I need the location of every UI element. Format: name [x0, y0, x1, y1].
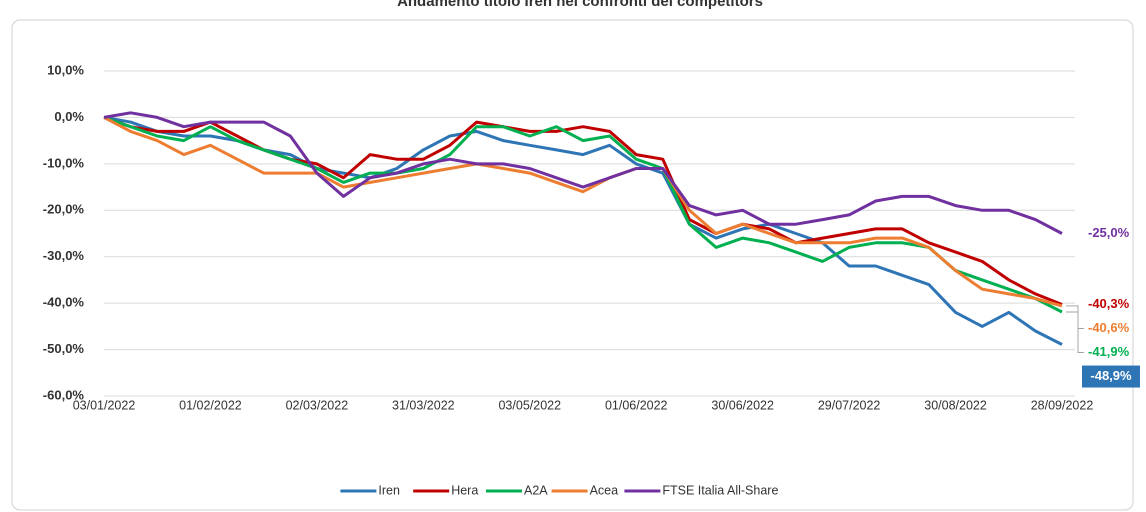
- chart-title: Andamento titolo Iren nei confronti dei …: [397, 0, 763, 10]
- legend-label: FTSE Italia All-Share: [662, 483, 778, 497]
- x-tick-label: 03/01/2022: [73, 398, 136, 412]
- y-tick-label: -40,0%: [43, 295, 85, 310]
- series-line: [103, 116, 1063, 308]
- leader-line: [1066, 311, 1084, 354]
- series-line: [103, 115, 1063, 314]
- y-tick-label: 0,0%: [54, 109, 84, 124]
- x-tick-label: 01/02/2022: [179, 398, 242, 412]
- y-tick-label: -50,0%: [43, 341, 85, 356]
- legend-label: A2A: [524, 483, 548, 497]
- legend-label: Acea: [590, 483, 619, 497]
- end-label: -41,9%: [1088, 344, 1130, 359]
- x-tick-label: 28/09/2022: [1031, 398, 1094, 412]
- y-tick-label: -20,0%: [43, 202, 85, 217]
- series-line: [103, 111, 1063, 235]
- x-tick-label: 01/06/2022: [605, 398, 668, 412]
- legend-label: Iren: [378, 483, 400, 497]
- end-label: -40,6%: [1088, 320, 1130, 335]
- end-label: -40,3%: [1088, 296, 1130, 311]
- y-tick-label: -30,0%: [43, 248, 85, 263]
- x-tick-label: 30/06/2022: [711, 398, 774, 412]
- y-tick-label: -60,0%: [43, 387, 85, 402]
- x-tick-label: 02/03/2022: [286, 398, 349, 412]
- end-label: -48,9%: [1090, 368, 1132, 383]
- y-tick-label: 10,0%: [47, 62, 84, 77]
- y-tick-label: -10,0%: [43, 155, 85, 170]
- x-tick-label: 03/05/2022: [498, 398, 561, 412]
- end-label-box: [1082, 365, 1140, 388]
- x-tick-label: 31/03/2022: [392, 398, 455, 412]
- end-label: -25,0%: [1088, 225, 1130, 240]
- chart-frame: [11, 19, 1134, 511]
- legend-label: Hera: [451, 483, 478, 497]
- x-tick-label: 30/08/2022: [924, 398, 987, 412]
- x-tick-label: 29/07/2022: [818, 398, 881, 412]
